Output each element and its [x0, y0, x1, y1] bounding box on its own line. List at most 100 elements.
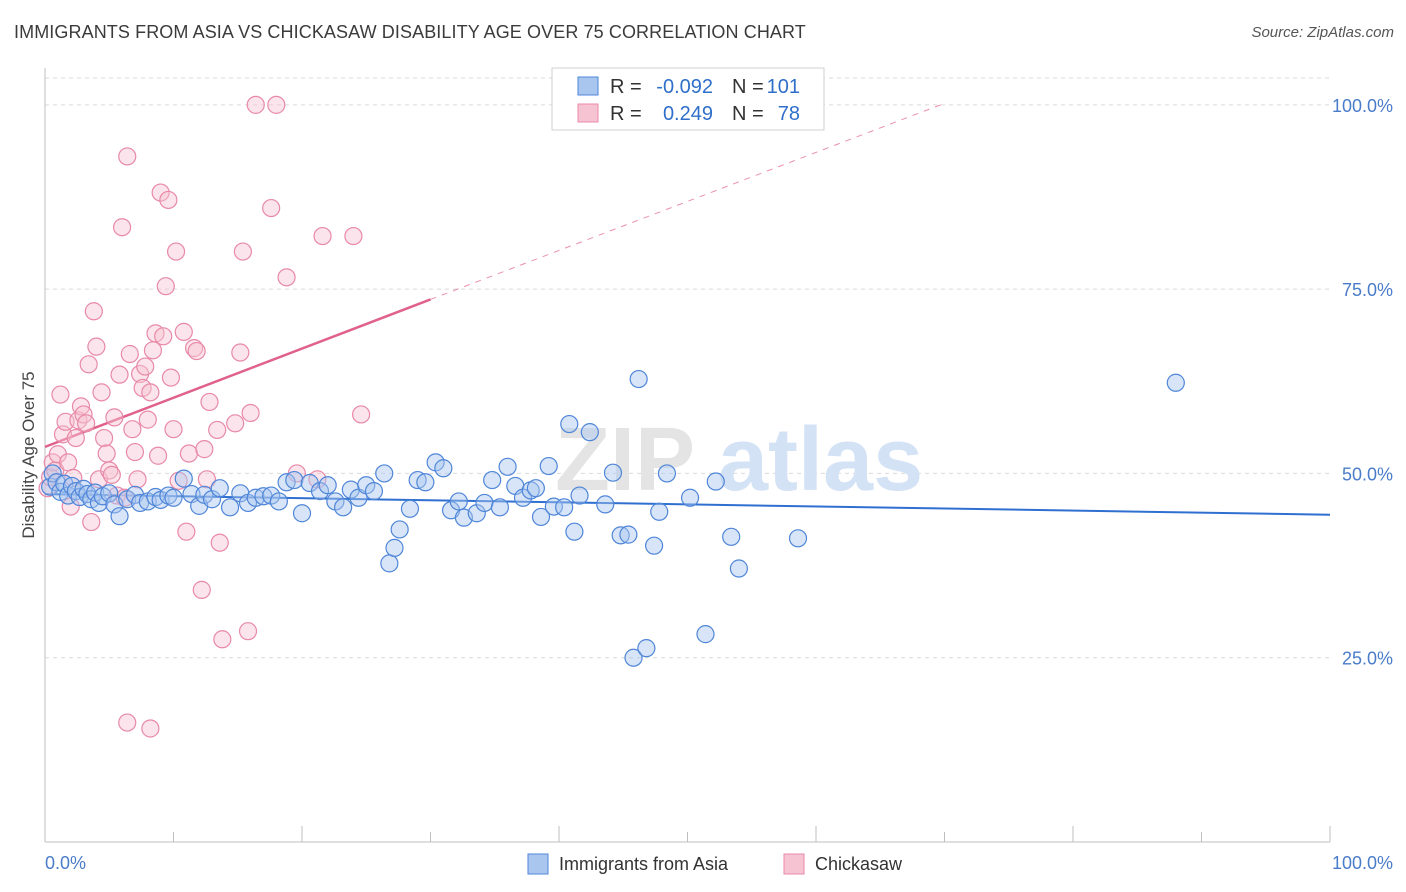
- point-immigrants-from-asia: [570, 486, 589, 505]
- point-chickasaw: [59, 453, 78, 472]
- y-tick-label: 25.0%: [1342, 649, 1393, 669]
- legend-r-value: -0.092: [656, 76, 713, 98]
- point-immigrants-from-asia: [498, 457, 517, 476]
- point-chickasaw: [143, 341, 163, 360]
- point-immigrants-from-asia: [539, 456, 558, 476]
- point-chickasaw: [136, 357, 155, 376]
- point-immigrants-from-asia: [696, 625, 715, 644]
- point-immigrants-from-asia: [526, 479, 545, 498]
- point-immigrants-from-asia: [269, 492, 288, 511]
- point-chickasaw: [262, 198, 281, 218]
- watermark-atlas: atlas: [718, 410, 923, 510]
- point-chickasaw: [277, 268, 296, 287]
- point-immigrants-from-asia: [580, 423, 599, 442]
- point-chickasaw: [141, 383, 160, 402]
- point-chickasaw: [241, 403, 260, 423]
- point-chickasaw: [51, 385, 70, 404]
- point-chickasaw: [161, 368, 181, 387]
- x-tick-label-min: 0.0%: [45, 853, 86, 873]
- point-immigrants-from-asia: [555, 498, 574, 517]
- legend-label-chickasaw: Chickasaw: [815, 854, 903, 874]
- watermark: ZIP atlas: [555, 410, 923, 510]
- point-immigrants-from-asia: [292, 504, 312, 523]
- point-chickasaw: [197, 470, 217, 489]
- legend-swatch-0: [577, 76, 599, 96]
- legend-r-label: R =: [610, 103, 642, 125]
- point-immigrants-from-asia: [611, 526, 630, 545]
- point-chickasaw: [118, 713, 137, 732]
- point-chickasaw: [154, 327, 173, 346]
- point-immigrants-from-asia: [334, 498, 353, 517]
- grid-lines: [45, 77, 1330, 659]
- point-immigrants-from-asia: [544, 497, 563, 516]
- point-chickasaw: [156, 277, 175, 296]
- correlation-legend: R = -0.092 N = 101 R = 0.249 N = 78: [551, 67, 825, 131]
- point-chickasaw: [112, 218, 132, 237]
- point-immigrants-from-asia: [390, 520, 409, 539]
- legend-r-value: 0.249: [663, 103, 713, 125]
- point-immigrants-from-asia: [164, 488, 183, 507]
- legend-r-label: R =: [610, 76, 642, 98]
- point-chickasaw: [141, 719, 160, 738]
- legend-swatch-1: [577, 103, 599, 123]
- point-immigrants-from-asia: [174, 469, 193, 488]
- point-immigrants-from-asia: [434, 459, 453, 478]
- point-chickasaw: [66, 428, 85, 448]
- point-chickasaw: [233, 242, 252, 261]
- point-immigrants-from-asia: [47, 473, 66, 492]
- point-immigrants-from-asia: [490, 498, 509, 517]
- point-chickasaw: [77, 414, 96, 433]
- point-immigrants-from-asia: [565, 522, 584, 541]
- point-chickasaw: [344, 226, 363, 246]
- trend-lines: [44, 102, 1331, 516]
- point-chickasaw: [177, 522, 196, 541]
- point-chickasaw: [97, 444, 116, 463]
- point-immigrants-from-asia: [722, 527, 741, 546]
- point-immigrants-from-asia: [706, 472, 725, 491]
- legend-swatch-chickasaw: [783, 853, 805, 875]
- point-chickasaw: [200, 392, 219, 412]
- watermark-zip: ZIP: [555, 410, 695, 510]
- point-chickasaw: [238, 622, 258, 641]
- point-immigrants-from-asia: [385, 538, 404, 557]
- legend-n-value: 78: [778, 103, 800, 125]
- legend-swatch-immigrants-from-asia: [527, 853, 549, 875]
- point-immigrants-from-asia: [657, 464, 677, 483]
- point-chickasaw: [174, 322, 193, 341]
- point-chickasaw: [82, 512, 101, 532]
- y-axis-label: Disability Age Over 75: [19, 371, 38, 538]
- point-chickasaw: [208, 420, 227, 440]
- point-immigrants-from-asia: [449, 492, 468, 511]
- point-immigrants-from-asia: [364, 482, 384, 501]
- point-chickasaw: [148, 446, 168, 465]
- legend-n-value: 101: [767, 76, 800, 98]
- point-immigrants-from-asia: [210, 479, 229, 498]
- point-chickasaw: [187, 341, 206, 361]
- point-immigrants-from-asia: [400, 499, 420, 518]
- point-chickasaw: [92, 383, 111, 402]
- trend-line-chickasaw-extension: [430, 102, 945, 300]
- point-immigrants-from-asia: [475, 493, 494, 513]
- point-immigrants-from-asia: [483, 470, 502, 490]
- point-immigrants-from-asia: [729, 559, 749, 578]
- point-chickasaw: [267, 95, 286, 114]
- point-immigrants-from-asia: [1166, 373, 1185, 392]
- point-immigrants-from-asia: [416, 473, 435, 492]
- point-chickasaw: [95, 428, 114, 448]
- point-chickasaw: [110, 365, 129, 384]
- axes: Disability Age Over 75: [19, 68, 1331, 843]
- point-chickasaw: [105, 408, 124, 427]
- point-immigrants-from-asia: [650, 502, 669, 521]
- series-legend: Immigrants from Asia Chickasaw: [527, 853, 903, 875]
- point-immigrants-from-asia: [560, 414, 579, 434]
- point-chickasaw: [84, 302, 103, 321]
- legend-n-label: N =: [732, 76, 764, 98]
- y-tick-label: 100.0%: [1332, 96, 1393, 116]
- source-credit: Source: ZipAtlas.com: [1251, 24, 1394, 41]
- point-immigrants-from-asia: [531, 507, 551, 527]
- tick-labels: 25.0% 50.0% 75.0% 100.0% 0.0% 100.0%: [45, 96, 1393, 873]
- point-chickasaw: [184, 339, 204, 358]
- point-immigrants-from-asia: [318, 476, 337, 495]
- point-immigrants-from-asia: [43, 464, 62, 483]
